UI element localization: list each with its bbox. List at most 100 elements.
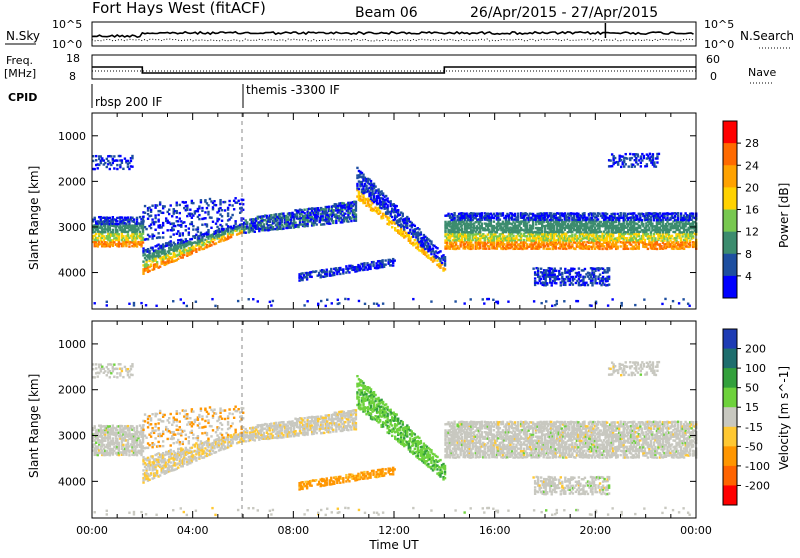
power-cell <box>219 203 221 205</box>
power-cell <box>219 201 221 203</box>
nave-tick-top: 60 <box>706 53 720 66</box>
power-cell <box>133 218 135 220</box>
power-cell <box>230 216 232 218</box>
power-cell <box>399 220 401 222</box>
power-cell <box>576 235 578 237</box>
power-cell <box>372 261 374 263</box>
power-cell <box>306 300 308 302</box>
power-cell <box>221 225 223 227</box>
power-cell <box>629 241 631 243</box>
power-cell <box>369 263 371 265</box>
power-cell <box>332 212 334 214</box>
power-cell <box>374 191 376 193</box>
power-cell <box>337 299 339 301</box>
power-cell <box>320 300 322 302</box>
nsky-tick-top: 10^5 <box>52 18 82 31</box>
power-cell <box>325 305 327 307</box>
power-cell <box>112 243 114 245</box>
power-cell <box>397 209 399 211</box>
power-cell <box>153 235 155 237</box>
power-cell <box>214 305 216 307</box>
power-cell <box>656 241 658 243</box>
power-cell <box>690 219 692 221</box>
power-cell <box>142 260 144 262</box>
power-cell <box>481 223 483 225</box>
colorbar-tick-label: 12 <box>745 226 759 239</box>
nave-tick-bottom: 0 <box>710 70 717 83</box>
power-cell <box>603 235 605 237</box>
power-cell <box>587 284 589 286</box>
power-cell <box>677 215 679 217</box>
power-cell <box>347 220 349 222</box>
power-cell <box>661 303 663 305</box>
velocity-cell <box>94 425 96 427</box>
power-cell <box>441 262 443 264</box>
power-cell <box>590 305 592 307</box>
power-cell <box>444 229 446 231</box>
power-cell <box>94 168 96 170</box>
power-cell <box>555 247 557 249</box>
power-cell <box>323 223 325 225</box>
power-cell <box>116 159 118 161</box>
power-cell <box>594 278 596 280</box>
cpid-entry-0: rbsp 200 IF <box>95 95 162 109</box>
power-cell <box>155 305 157 307</box>
power-cell <box>629 153 631 155</box>
power-cell <box>218 228 220 230</box>
power-cell <box>363 262 365 264</box>
power-cell <box>636 215 638 217</box>
power-cell <box>215 204 217 206</box>
power-cell <box>373 183 375 185</box>
colorbar-tick-label: 16 <box>745 204 759 217</box>
nsearch-tick-top: 10^5 <box>704 18 734 31</box>
power-cell <box>179 204 181 206</box>
power-cell <box>192 228 194 230</box>
power-cell <box>145 228 147 230</box>
power-cell <box>128 168 130 170</box>
power-cell <box>453 212 455 214</box>
power-cell <box>626 245 628 247</box>
power-cell <box>157 214 159 216</box>
power-cell <box>109 168 111 170</box>
power-cell <box>508 214 510 216</box>
power-cell <box>664 298 666 300</box>
power-cell <box>173 233 175 235</box>
power-cell <box>156 204 158 206</box>
freq-tick-bottom: 8 <box>69 70 76 83</box>
power-cell <box>254 231 256 233</box>
power-cell <box>166 229 168 231</box>
power-cell <box>197 230 199 232</box>
power-cell <box>128 223 130 225</box>
power-cell <box>150 227 152 229</box>
power-cell <box>269 301 271 303</box>
colorbar-swatch <box>723 187 737 210</box>
power-cell <box>333 272 335 274</box>
power-cell <box>112 216 114 218</box>
power-cell <box>611 165 613 167</box>
power-cell <box>573 268 575 270</box>
power-cell <box>481 225 483 227</box>
power-cell <box>652 153 654 155</box>
power-cell <box>399 214 401 216</box>
power-cell <box>176 204 178 206</box>
power-cell <box>449 248 451 250</box>
power-cell <box>173 229 175 231</box>
power-cell <box>362 174 364 176</box>
power-cell <box>234 197 236 199</box>
power-cell <box>224 201 226 203</box>
power-cell <box>168 209 170 211</box>
power-cell <box>362 194 364 196</box>
power-cell <box>131 165 133 167</box>
power-cell <box>613 213 615 215</box>
power-cell <box>630 235 632 237</box>
power-cell <box>263 223 265 225</box>
power-cell <box>382 217 384 219</box>
power-cell <box>625 153 627 155</box>
power-cell <box>597 278 599 280</box>
power-cell <box>127 160 129 162</box>
power-cell <box>641 159 643 161</box>
power-cell <box>207 204 209 206</box>
power-cell <box>176 233 178 235</box>
power-cell <box>150 223 152 225</box>
